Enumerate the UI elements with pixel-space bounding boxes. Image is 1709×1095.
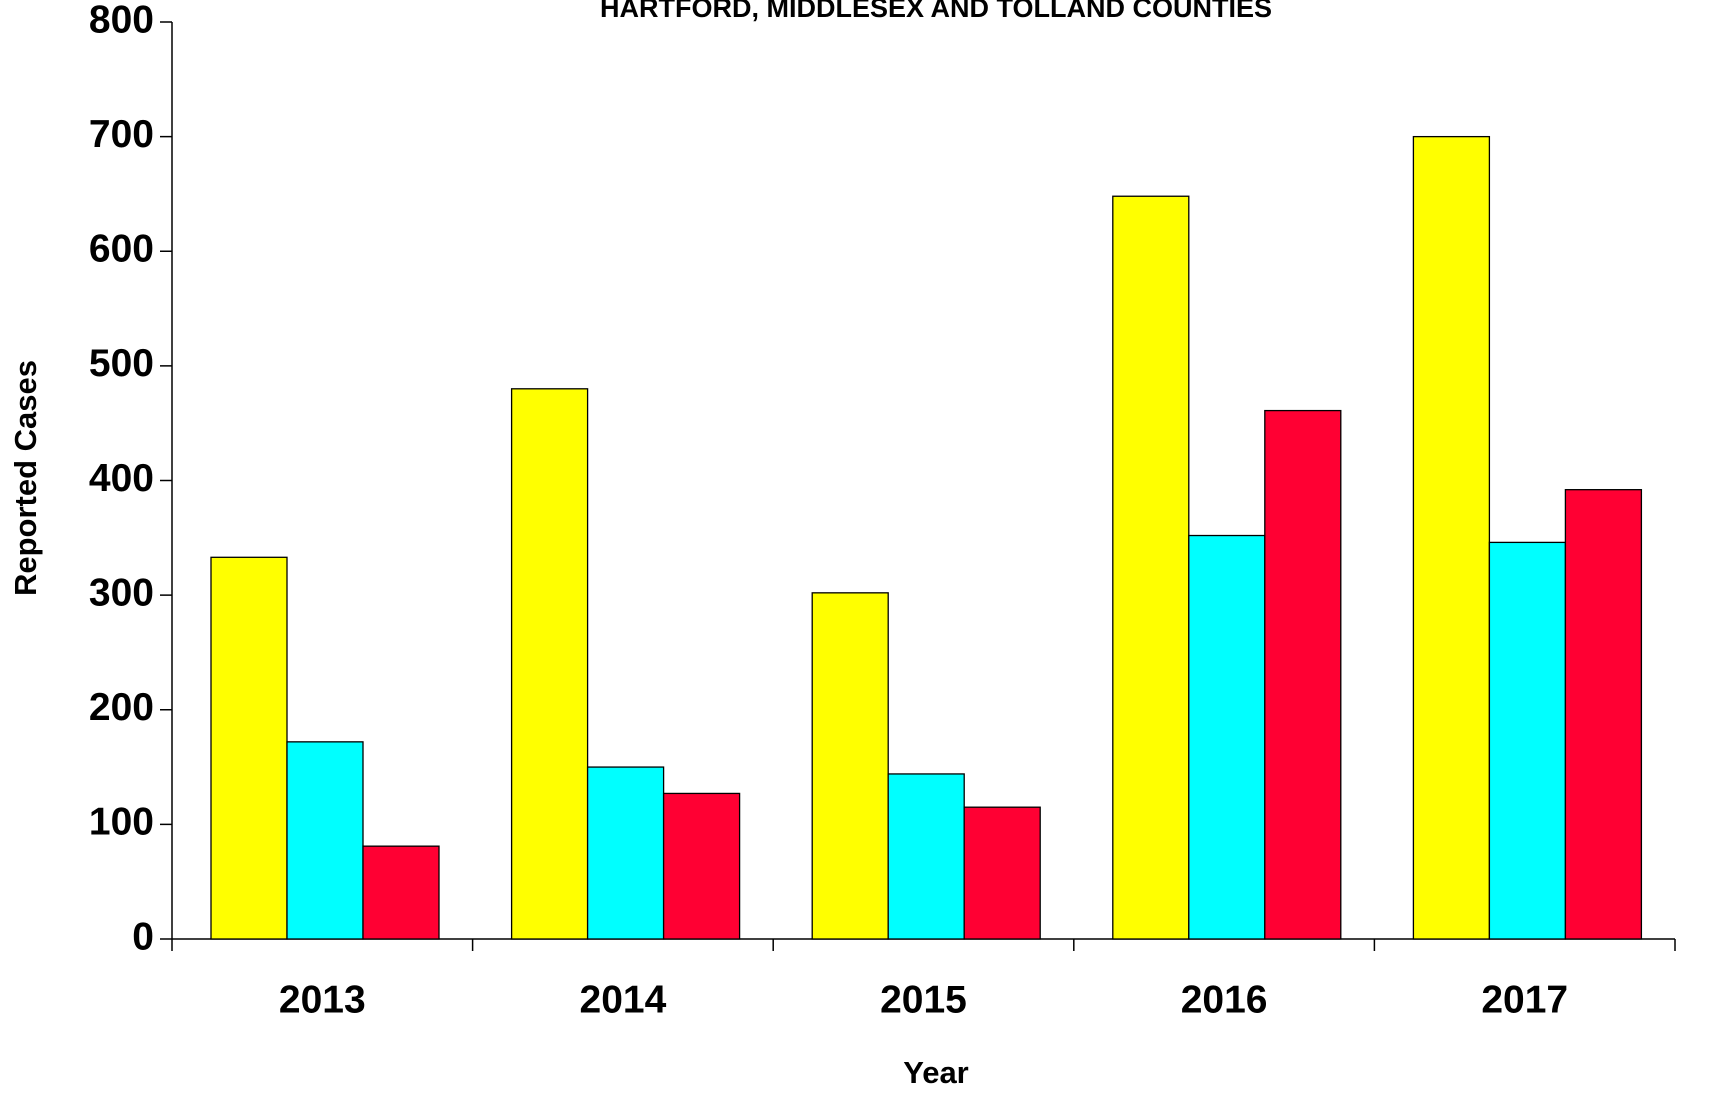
bar [362, 845, 440, 940]
bar [510, 388, 589, 940]
chart-title: HARTFORD, MIDDLESEX AND TOLLAND COUNTIES [600, 0, 1272, 23]
bar [662, 792, 741, 940]
bar [1412, 135, 1491, 940]
y-tick-label: 600 [89, 228, 154, 271]
x-tick-label: 2015 [880, 978, 967, 1021]
y-tick-label: 500 [89, 342, 154, 385]
y-tick-label: 0 [132, 915, 154, 958]
bar [1488, 541, 1567, 940]
y-axis-title: Reported Cases [8, 360, 43, 596]
bar [811, 592, 889, 940]
bar [963, 806, 1041, 940]
x-tick-label: 2017 [1481, 978, 1568, 1021]
x-axis-title: Year [903, 1055, 969, 1090]
y-tick-label: 200 [89, 686, 154, 729]
y-tick-label: 800 [89, 0, 154, 41]
bar [1188, 534, 1266, 940]
y-tick-label: 400 [89, 457, 154, 500]
x-tick-label: 2014 [580, 978, 667, 1021]
bar [286, 741, 364, 940]
bar [586, 766, 665, 940]
y-tick-label: 700 [89, 113, 154, 156]
y-tick-label: 100 [89, 801, 154, 844]
bar [1564, 489, 1643, 940]
y-tick-label: 300 [89, 571, 154, 614]
x-tick-label: 2016 [1181, 978, 1268, 1021]
bar [1112, 195, 1190, 940]
bar [210, 556, 288, 940]
bar [887, 773, 965, 940]
x-tick-label: 2013 [279, 978, 366, 1021]
bar [1264, 409, 1342, 940]
